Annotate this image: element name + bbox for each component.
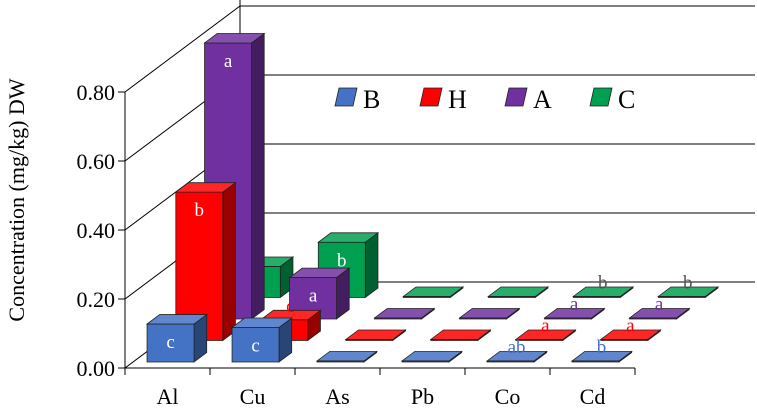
bar-pb-c xyxy=(487,286,550,299)
category-label-co: Co xyxy=(495,384,521,409)
bar-top xyxy=(203,33,266,44)
bar-data-label: c xyxy=(286,296,294,317)
bar-data-label: a xyxy=(570,294,579,315)
y-tick-label: 0.60 xyxy=(77,149,116,174)
bar-top xyxy=(599,329,662,340)
legend-swatch xyxy=(419,87,443,107)
bar-as-h xyxy=(344,329,407,342)
bar-data-label: c xyxy=(166,332,174,353)
bar-data-label: b xyxy=(337,250,347,271)
bar-top xyxy=(487,286,550,297)
bar-top xyxy=(628,308,691,319)
bar-top xyxy=(344,329,407,340)
bar-cd-a: a xyxy=(628,294,691,320)
bar-top xyxy=(174,182,237,193)
legend-item-b: B xyxy=(334,85,380,114)
bar-top xyxy=(400,351,463,362)
y-tick-label: 0.00 xyxy=(77,356,116,381)
bar-top xyxy=(570,351,633,362)
bar-co-h: a xyxy=(514,315,577,342)
legend-item-c: C xyxy=(589,85,635,114)
bar-pb-h xyxy=(429,329,492,342)
bar-top xyxy=(259,309,322,321)
bar-data-label: b xyxy=(598,272,608,293)
bar-top xyxy=(288,267,351,278)
bar-data-label: a xyxy=(541,315,550,336)
bar-top xyxy=(317,232,380,243)
bar-data-label: b xyxy=(195,200,205,221)
legend-label: A xyxy=(533,85,552,114)
bar-top xyxy=(373,308,436,319)
bar-data-label: b xyxy=(597,337,607,358)
bar-side xyxy=(364,232,379,299)
axes: 0.00 0.20 0.40 0.60 0.80 Al Cu As Pb Co Cd xyxy=(77,0,636,409)
legend-swatch xyxy=(334,87,358,107)
bar-top xyxy=(402,286,465,297)
legend-label: H xyxy=(448,85,467,114)
bar-as-a xyxy=(373,307,436,320)
category-label-cd: Cd xyxy=(580,384,606,409)
bar-co-c: b xyxy=(572,272,635,299)
bar-top xyxy=(145,314,208,325)
legend-item-a: A xyxy=(504,85,552,114)
bar-top xyxy=(458,308,521,319)
category-label-pb: Pb xyxy=(411,384,434,409)
bar-data-label: ab xyxy=(508,337,526,358)
bar-pb-a xyxy=(458,307,521,320)
bar-as-b xyxy=(315,350,378,363)
bar-co-b: ab xyxy=(485,337,548,363)
bar-data-label: a xyxy=(655,294,664,315)
category-label-as: As xyxy=(325,384,349,409)
y-tick-label: 0.80 xyxy=(77,80,116,105)
bar-al-b: c xyxy=(145,313,208,363)
bar-top xyxy=(315,351,378,362)
bar-cd-c: b xyxy=(657,272,720,299)
bar-as-c xyxy=(402,286,465,299)
bar-top xyxy=(429,329,492,340)
bar-data-label: a xyxy=(626,315,635,336)
legend-label: C xyxy=(618,85,635,114)
bar-side xyxy=(251,32,265,320)
y-axis-label: Concentration (mg/kg) DW xyxy=(4,78,29,321)
bar-top xyxy=(657,286,720,297)
category-label-al: Al xyxy=(157,384,179,409)
bar-co-a: a xyxy=(543,294,606,320)
bar-data-label: a xyxy=(309,286,318,307)
legend-item-h: H xyxy=(419,85,467,114)
bar-top xyxy=(485,351,548,362)
bar-cd-h: a xyxy=(599,315,662,342)
category-label-cu: Cu xyxy=(240,384,266,409)
bar-data-label: a xyxy=(224,51,233,72)
bar-data-label: c xyxy=(251,335,259,356)
bar-top xyxy=(572,286,635,297)
bar-top xyxy=(514,329,577,340)
bar-side xyxy=(222,181,236,342)
bar-pb-b xyxy=(400,350,463,363)
bars: cbbbaaaabcaaccabb xyxy=(145,32,720,363)
bar-cd-b: b xyxy=(570,337,633,363)
bar-top xyxy=(543,308,606,319)
legend-swatch xyxy=(504,87,528,107)
legend-label: B xyxy=(363,85,380,114)
y-tick-label: 0.20 xyxy=(77,287,116,312)
bar-al-h: b xyxy=(174,181,237,342)
y-tick-label: 0.40 xyxy=(77,218,116,243)
bar-data-label: b xyxy=(683,272,693,293)
legend-swatch xyxy=(589,87,613,107)
bar-al-a: a xyxy=(203,32,266,320)
bar-cu-a: a xyxy=(288,267,351,320)
bar-top xyxy=(230,317,293,328)
bar-cu-b: c xyxy=(230,317,293,363)
